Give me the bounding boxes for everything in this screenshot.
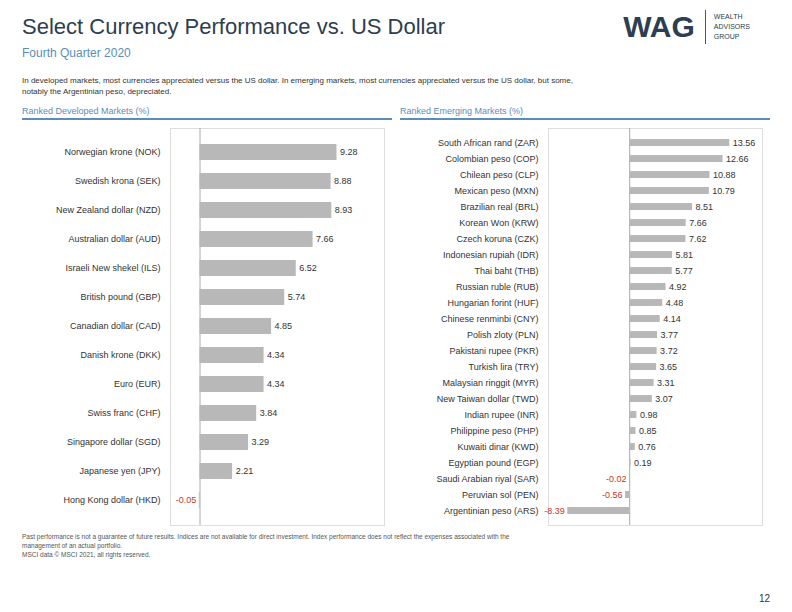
- svg-text:7.66: 7.66: [689, 218, 707, 228]
- svg-text:Indian rupee (INR): Indian rupee (INR): [464, 410, 538, 420]
- html-text:In developed markets, most cur: In developed markets, most currencies ap…: [22, 76, 573, 96]
- svg-text:7.66: 7.66: [316, 234, 334, 244]
- svg-text:8.88: 8.88: [334, 176, 352, 186]
- svg-text:0.98: 0.98: [640, 410, 658, 420]
- svg-text:Swiss franc (CHF): Swiss franc (CHF): [87, 408, 160, 418]
- svg-text:Turkish lira (TRY): Turkish lira (TRY): [468, 362, 538, 372]
- svg-text:-8.39: -8.39: [544, 506, 565, 516]
- svg-text:Polish zloty (PLN): Polish zloty (PLN): [467, 330, 539, 340]
- svg-text:Euro (EUR): Euro (EUR): [114, 379, 161, 389]
- svg-text:Philippine peso (PHP): Philippine peso (PHP): [450, 426, 538, 436]
- svg-text:Peruvian sol (PEN): Peruvian sol (PEN): [462, 490, 539, 500]
- svg-text:Indonesian rupiah (IDR): Indonesian rupiah (IDR): [443, 250, 539, 260]
- svg-text:Saudi Arabian riyal (SAR): Saudi Arabian riyal (SAR): [436, 474, 538, 484]
- svg-text:Brazilian real (BRL): Brazilian real (BRL): [460, 202, 538, 212]
- svg-text:Chilean peso (CLP): Chilean peso (CLP): [460, 170, 539, 180]
- svg-text:Singapore dollar (SGD): Singapore dollar (SGD): [67, 437, 161, 447]
- svg-text:13.56: 13.56: [733, 138, 756, 148]
- svg-text:10.88: 10.88: [713, 170, 736, 180]
- svg-text:Norwegian krone (NOK): Norwegian krone (NOK): [64, 147, 160, 157]
- html-text:WAG: WAG: [623, 10, 695, 43]
- svg-text:4.34: 4.34: [267, 379, 285, 389]
- svg-text:Argentinian peso (ARS): Argentinian peso (ARS): [444, 506, 539, 516]
- svg-text:9.28: 9.28: [340, 147, 358, 157]
- html-text:Ranked Developed Markets (%): Ranked Developed Markets (%): [22, 106, 150, 116]
- svg-text:Swedish krona (SEK): Swedish krona (SEK): [75, 176, 161, 186]
- svg-text:5.77: 5.77: [675, 266, 693, 276]
- svg-text:2.21: 2.21: [236, 466, 254, 476]
- svg-text:South African rand (ZAR): South African rand (ZAR): [438, 138, 539, 148]
- svg-text:Chinese renminbi (CNY): Chinese renminbi (CNY): [441, 314, 539, 324]
- html-text:WEALTH ADVISORS GROUP: WEALTH ADVISORS GROUP: [713, 13, 750, 40]
- svg-text:0.19: 0.19: [634, 458, 652, 468]
- svg-text:Mexican peso (MXN): Mexican peso (MXN): [454, 186, 538, 196]
- html-text:12: 12: [758, 593, 770, 604]
- svg-text:Egyptian pound (EGP): Egyptian pound (EGP): [448, 458, 538, 468]
- svg-text:Russian ruble (RUB): Russian ruble (RUB): [456, 282, 539, 292]
- svg-text:Korean Won (KRW): Korean Won (KRW): [459, 218, 538, 228]
- svg-text:8.93: 8.93: [335, 205, 353, 215]
- svg-text:-0.56: -0.56: [602, 490, 623, 500]
- svg-text:4.34: 4.34: [267, 350, 285, 360]
- svg-text:Czech koruna (CZK): Czech koruna (CZK): [456, 234, 538, 244]
- html-text:Ranked Emerging Markets (%): Ranked Emerging Markets (%): [400, 106, 523, 116]
- svg-text:0.76: 0.76: [638, 442, 656, 452]
- svg-text:3.77: 3.77: [660, 330, 678, 340]
- svg-text:3.29: 3.29: [252, 437, 270, 447]
- html-text:Past performance is not a guar: Past performance is not a guarantee of f…: [22, 533, 510, 558]
- svg-text:Colombian peso (COP): Colombian peso (COP): [445, 154, 538, 164]
- svg-text:7.62: 7.62: [689, 234, 707, 244]
- svg-text:4.48: 4.48: [666, 298, 684, 308]
- svg-text:-0.02: -0.02: [606, 474, 627, 484]
- svg-text:Australian dollar (AUD): Australian dollar (AUD): [68, 234, 160, 244]
- svg-text:3.72: 3.72: [660, 346, 678, 356]
- svg-text:5.81: 5.81: [676, 250, 694, 260]
- svg-text:5.74: 5.74: [288, 292, 306, 302]
- svg-text:4.92: 4.92: [669, 282, 687, 292]
- svg-text:4.14: 4.14: [663, 314, 681, 324]
- html-text:Fourth Quarter 2020: Fourth Quarter 2020: [22, 46, 131, 60]
- svg-text:Danish krone (DKK): Danish krone (DKK): [80, 350, 160, 360]
- svg-text:12.66: 12.66: [726, 154, 749, 164]
- svg-text:0.85: 0.85: [639, 426, 657, 436]
- svg-text:6.52: 6.52: [299, 263, 317, 273]
- svg-text:3.07: 3.07: [655, 394, 673, 404]
- svg-text:3.84: 3.84: [260, 408, 278, 418]
- html-text:Select Currency Performance vs: Select Currency Performance vs. US Dolla…: [22, 14, 445, 39]
- svg-text:3.31: 3.31: [657, 378, 675, 388]
- svg-text:New Taiwan dollar (TWD): New Taiwan dollar (TWD): [437, 394, 539, 404]
- svg-text:Hungarian forint (HUF): Hungarian forint (HUF): [447, 298, 538, 308]
- svg-text:Israeli New shekel (ILS): Israeli New shekel (ILS): [65, 263, 160, 273]
- svg-text:Canadian dollar (CAD): Canadian dollar (CAD): [70, 321, 161, 331]
- svg-text:Kuwaiti dinar (KWD): Kuwaiti dinar (KWD): [457, 442, 538, 452]
- svg-text:Pakistani rupee (PKR): Pakistani rupee (PKR): [449, 346, 538, 356]
- svg-text:British pound (GBP): British pound (GBP): [80, 292, 160, 302]
- svg-text:Malaysian ringgit (MYR): Malaysian ringgit (MYR): [442, 378, 538, 388]
- svg-text:10.79: 10.79: [712, 186, 735, 196]
- svg-text:Japanese yen (JPY): Japanese yen (JPY): [79, 466, 160, 476]
- svg-text:Hong Kong dollar (HKD): Hong Kong dollar (HKD): [63, 495, 160, 505]
- svg-text:3.65: 3.65: [660, 362, 678, 372]
- svg-text:4.85: 4.85: [275, 321, 293, 331]
- svg-text:Thai baht (THB): Thai baht (THB): [474, 266, 538, 276]
- svg-text:New Zealand dollar (NZD): New Zealand dollar (NZD): [56, 205, 161, 215]
- svg-text:8.51: 8.51: [695, 202, 713, 212]
- svg-text:-0.05: -0.05: [176, 495, 197, 505]
